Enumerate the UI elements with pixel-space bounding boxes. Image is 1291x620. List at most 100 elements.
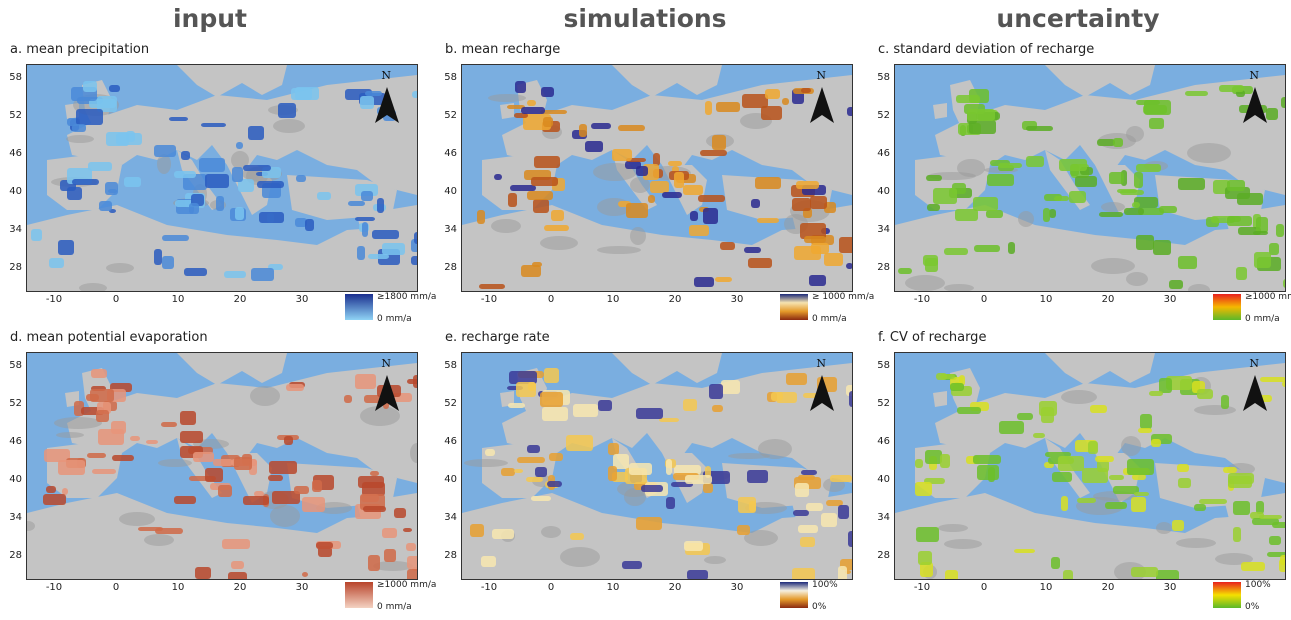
data-cell — [987, 174, 1014, 186]
data-cell — [477, 210, 485, 224]
legend-color-bar — [1213, 294, 1241, 320]
data-cell — [1227, 180, 1245, 191]
data-cell — [662, 192, 682, 198]
relief-patch — [1126, 126, 1144, 142]
legend-color-bar — [780, 294, 808, 320]
data-cell — [234, 457, 252, 470]
y-tick-label: 28 — [444, 550, 457, 561]
data-cell — [1052, 472, 1072, 482]
data-cell — [1172, 520, 1184, 531]
relief-patch — [728, 453, 770, 459]
data-cell — [1233, 527, 1241, 542]
land-shape — [895, 205, 1285, 291]
data-cell — [544, 225, 569, 231]
data-cell — [154, 249, 162, 265]
data-cell — [744, 247, 761, 253]
x-tick-label: -10 — [45, 582, 63, 593]
data-cell — [786, 373, 807, 385]
relief-patch — [944, 284, 974, 291]
data-cell — [99, 201, 112, 211]
land-shape — [67, 363, 417, 483]
data-cell — [618, 125, 645, 131]
data-cell — [87, 453, 106, 458]
data-cell — [1105, 502, 1127, 509]
data-cell — [830, 475, 852, 482]
data-cell — [795, 483, 809, 497]
data-cell — [1077, 498, 1096, 503]
data-cell — [811, 243, 829, 254]
data-cell — [737, 525, 750, 535]
data-cell — [1256, 501, 1264, 514]
data-cell — [668, 161, 682, 166]
data-cell — [368, 555, 380, 571]
data-cell — [1026, 126, 1053, 131]
x-tick-label: 20 — [668, 294, 682, 305]
relief-patch — [744, 530, 778, 546]
data-cell — [798, 475, 815, 480]
data-cell — [407, 569, 417, 579]
relief-patch — [540, 236, 578, 250]
data-cell — [540, 110, 567, 114]
data-cell — [1045, 452, 1071, 457]
data-cell — [1237, 193, 1263, 205]
data-cell — [368, 254, 389, 259]
y-tick-label: 28 — [444, 262, 457, 273]
data-cell — [598, 400, 612, 411]
data-cell — [653, 153, 660, 166]
data-cell — [1099, 212, 1123, 217]
data-cell — [923, 255, 938, 266]
y-tick-label: 46 — [444, 148, 457, 159]
data-cell — [508, 193, 517, 207]
data-cell — [534, 156, 560, 168]
x-tick-label: 20 — [1101, 582, 1115, 593]
data-cell — [317, 192, 331, 200]
data-cell — [999, 421, 1024, 434]
data-cell — [755, 177, 781, 189]
relief-patch — [79, 283, 107, 291]
y-tick-label: 46 — [9, 148, 22, 159]
north-arrow-icon — [1243, 375, 1267, 411]
data-cell — [162, 256, 174, 269]
relief-patch — [938, 524, 968, 532]
x-tick-label: 30 — [295, 294, 309, 305]
data-cell — [76, 109, 103, 125]
data-cell — [804, 236, 826, 243]
data-cell — [950, 383, 964, 391]
y-tick-label: 40 — [877, 186, 890, 197]
data-cell — [591, 123, 611, 129]
data-cell — [294, 486, 309, 494]
data-cell — [1008, 242, 1015, 254]
data-cell — [1049, 209, 1056, 218]
data-cell — [703, 483, 713, 493]
data-cell — [1109, 475, 1124, 480]
data-cell — [1069, 191, 1086, 203]
data-cell — [259, 212, 284, 223]
data-cell — [689, 225, 709, 236]
x-tick-label: -10 — [913, 582, 931, 593]
data-cell — [232, 167, 243, 182]
data-cell — [687, 570, 708, 579]
data-cell — [344, 395, 352, 403]
data-cell — [1199, 499, 1227, 504]
data-cell — [162, 235, 189, 241]
data-cell — [612, 149, 632, 161]
data-cell — [800, 537, 815, 547]
data-cell — [1266, 108, 1278, 120]
data-cell — [1113, 486, 1139, 494]
y-tick-label: 58 — [444, 72, 457, 83]
y-tick-label: 28 — [877, 550, 890, 561]
data-cell — [205, 468, 223, 482]
data-cell — [1169, 280, 1183, 289]
relief-patch — [250, 386, 280, 406]
y-tick-label: 40 — [877, 474, 890, 485]
x-tick-label: 10 — [171, 582, 185, 593]
north-label: N — [381, 69, 391, 82]
data-cell — [1132, 202, 1140, 208]
relief-patch — [1156, 522, 1172, 534]
data-cell — [146, 440, 158, 444]
data-cell — [927, 204, 940, 211]
relief-patch — [1061, 390, 1097, 404]
data-cell — [1026, 156, 1044, 167]
data-cell — [969, 120, 996, 134]
map-svg — [462, 65, 852, 291]
